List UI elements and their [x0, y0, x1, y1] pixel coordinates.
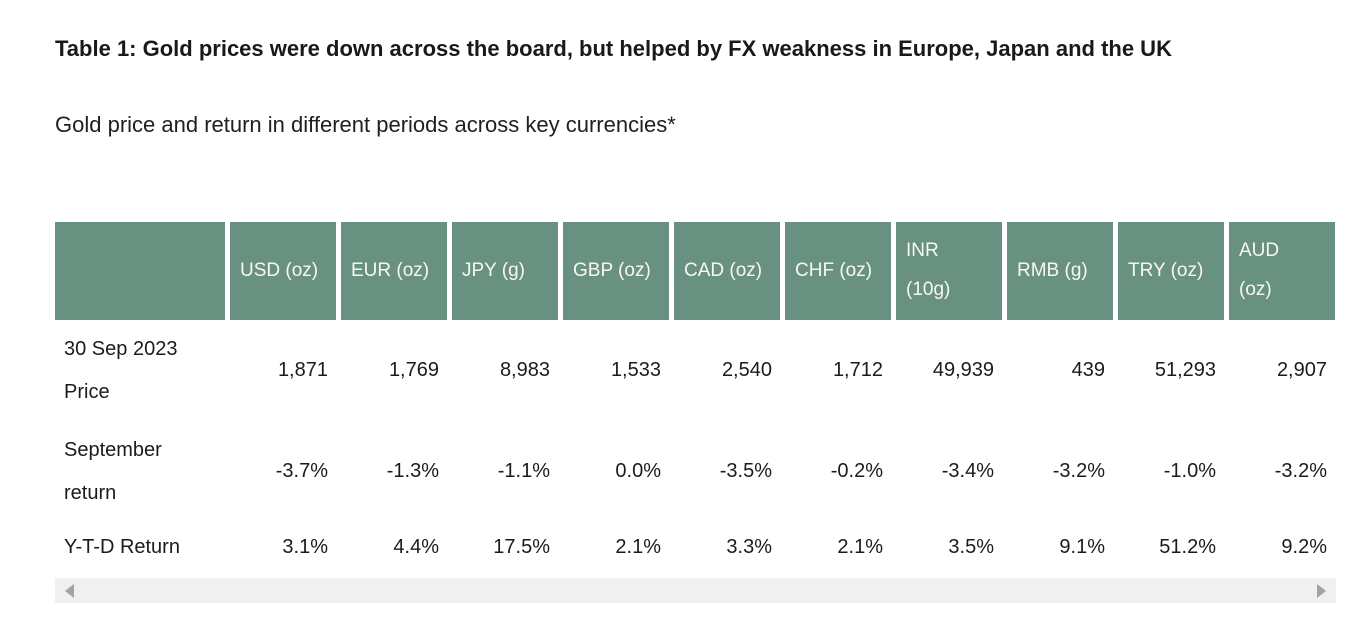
value-cell: -3.7% [275, 460, 328, 482]
scrollbar-track[interactable] [74, 578, 1317, 603]
scroll-right-icon[interactable] [1317, 583, 1326, 598]
table-row: Y-T-D Return 3.1% 4.4% 17.5% 2.1% 3.3% 2.1% 3.5… [55, 522, 1335, 572]
table-header: USD (oz) EUR (oz) JPY (g) GBP (oz) CAD (oz) C… [55, 222, 1335, 320]
value-cell: 9.2% [1281, 535, 1327, 558]
table-row: 30 Sep 2023 Price 1,871 1,769 8,983 1,533 2,5… [55, 320, 1335, 421]
row-label: Y-T-D Return [64, 535, 180, 558]
value-cell: 51,293 [1154, 359, 1216, 381]
column-header: AUD (oz) [1229, 222, 1335, 320]
value-cell: 49,939 [932, 359, 994, 381]
table-caption: Table 1: Gold prices were down across th… [55, 36, 1172, 61]
value-cell: 1,533 [610, 359, 661, 381]
gold-price-table: USD (oz) EUR (oz) JPY (g) GBP (oz) CAD (oz) C… [50, 222, 1340, 572]
column-header: GBP (oz) [563, 222, 669, 320]
column-header: CHF (oz) [785, 222, 891, 320]
value-cell: -1.1% [497, 460, 550, 482]
column-header: JPY (g) [452, 222, 558, 320]
value-cell: -0.2% [830, 460, 883, 482]
value-cell: 1,712 [832, 359, 883, 381]
corner-cell [55, 222, 225, 320]
value-cell: 9.1% [1059, 535, 1105, 558]
value-cell: 4.4% [393, 535, 439, 558]
value-cell: 8,983 [499, 359, 550, 381]
value-cell: -3.2% [1274, 460, 1327, 482]
scroll-left-icon[interactable] [65, 583, 74, 598]
value-cell: 2.1% [615, 535, 661, 558]
column-header: TRY (oz) [1118, 222, 1224, 320]
value-cell: 2.1% [837, 535, 883, 558]
column-header: INR (10g) [896, 222, 1002, 320]
table-body: 30 Sep 2023 Price 1,871 1,769 8,983 1,533 2,5… [55, 320, 1335, 572]
value-cell: 51.2% [1159, 535, 1216, 558]
value-cell: 2,907 [1276, 359, 1327, 381]
row-label: 30 Sep 2023 Price [64, 337, 178, 403]
value-cell: -1.0% [1163, 460, 1216, 482]
row-label: September return [64, 438, 162, 504]
value-cell: 1,871 [277, 359, 328, 381]
table-subtitle: Gold price and return in different perio… [55, 112, 676, 137]
value-cell: 1,769 [388, 359, 439, 381]
column-header: USD (oz) [230, 222, 336, 320]
column-header: CAD (oz) [674, 222, 780, 320]
value-cell: 439 [1071, 359, 1105, 381]
column-header: EUR (oz) [341, 222, 447, 320]
value-cell: -3.4% [941, 460, 994, 482]
column-header: RMB (g) [1007, 222, 1113, 320]
horizontal-scrollbar[interactable] [55, 578, 1336, 603]
value-cell: -3.5% [719, 460, 772, 482]
value-cell: 3.5% [948, 535, 994, 558]
value-cell: 3.1% [282, 535, 328, 558]
value-cell: 2,540 [721, 359, 772, 381]
table-row: September return -3.7% -1.3% -1.1% 0.0% -3.5%… [55, 421, 1335, 522]
value-cell: 3.3% [726, 535, 772, 558]
value-cell: 17.5% [493, 535, 550, 558]
value-cell: -3.2% [1052, 460, 1105, 482]
header-row: USD (oz) EUR (oz) JPY (g) GBP (oz) CAD (oz) C… [55, 222, 1335, 320]
value-cell: 0.0% [615, 460, 661, 482]
value-cell: -1.3% [386, 460, 439, 482]
